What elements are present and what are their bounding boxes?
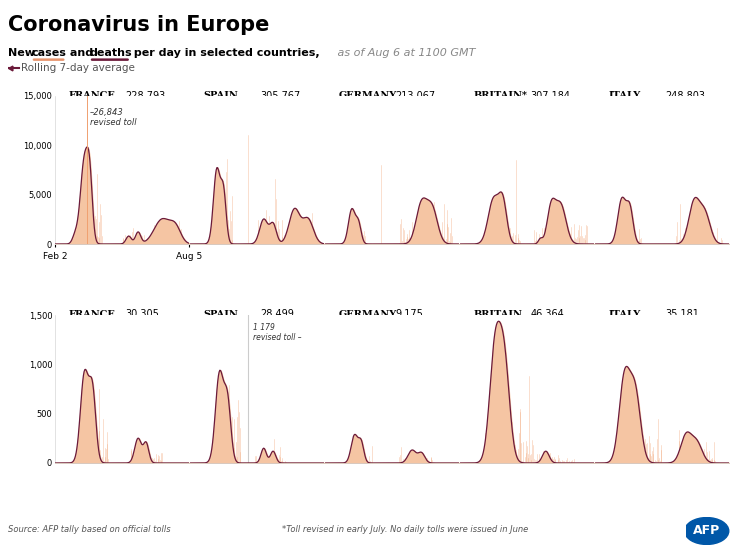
Text: ITALY: ITALY: [609, 310, 641, 319]
Text: 307,184: 307,184: [530, 91, 570, 100]
Text: AFP: AFP: [693, 524, 721, 537]
Text: cases: cases: [31, 48, 66, 58]
Text: New: New: [8, 48, 39, 58]
Text: 30,305: 30,305: [125, 310, 159, 320]
Text: SPAIN: SPAIN: [203, 91, 238, 100]
Text: 1 179
revised toll –: 1 179 revised toll –: [253, 323, 302, 342]
Text: ITALY: ITALY: [609, 91, 641, 100]
Text: per day in selected countries,: per day in selected countries,: [130, 48, 320, 58]
Text: deaths: deaths: [89, 48, 132, 58]
Text: GERMANY: GERMANY: [339, 310, 397, 319]
Text: Rolling 7-day average: Rolling 7-day average: [21, 63, 135, 73]
Text: FRANCE: FRANCE: [68, 310, 116, 319]
Text: 228,793: 228,793: [125, 91, 166, 100]
Text: 305,767: 305,767: [261, 91, 300, 100]
Text: 9,175: 9,175: [395, 310, 423, 320]
Text: 248,803: 248,803: [665, 91, 705, 100]
Text: GERMANY: GERMANY: [339, 91, 397, 100]
Text: 28,499: 28,499: [261, 310, 294, 320]
Text: FRANCE: FRANCE: [68, 91, 116, 100]
Text: BRITAIN*: BRITAIN*: [473, 91, 528, 100]
Text: BRITAIN: BRITAIN: [473, 310, 523, 319]
Text: 35,181: 35,181: [665, 310, 699, 320]
Text: Source: AFP tally based on official tolls: Source: AFP tally based on official toll…: [8, 525, 171, 535]
Text: Coronavirus in Europe: Coronavirus in Europe: [8, 15, 269, 35]
Text: *Toll revised in early July. No daily tolls were issued in June: *Toll revised in early July. No daily to…: [282, 525, 528, 535]
Text: SPAIN: SPAIN: [203, 310, 238, 319]
Text: –26,843
revised toll: –26,843 revised toll: [90, 108, 136, 127]
Text: as of Aug 6 at 1100 GMT: as of Aug 6 at 1100 GMT: [333, 48, 475, 58]
Text: 46,364: 46,364: [530, 310, 564, 320]
Text: 213,067: 213,067: [395, 91, 435, 100]
Text: and: and: [66, 48, 97, 58]
Circle shape: [684, 518, 729, 545]
